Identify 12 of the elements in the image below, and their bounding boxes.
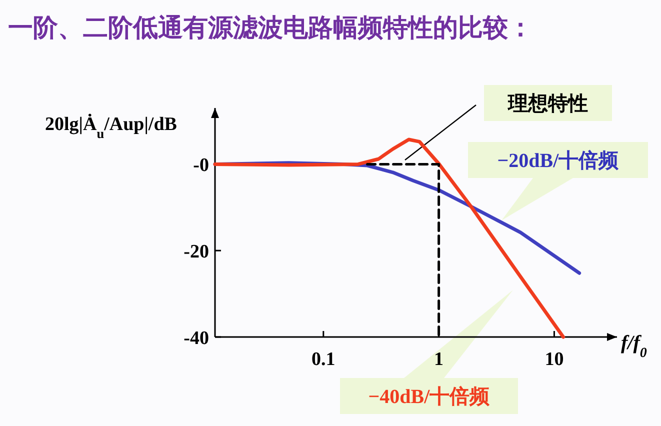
text: −40dB/十倍频 — [368, 385, 491, 408]
y-axis-title: 20lg|Ȧ$_{u}$/Aup|/dB — [45, 113, 178, 140]
annotation: 理想特性 — [507, 93, 588, 115]
annotation: −20dB/十倍频 — [497, 149, 620, 172]
y-tick-label: -0 — [193, 155, 209, 176]
x-axis-title: f/f$_{0}$ — [621, 332, 647, 360]
y-tick-label: -20 — [184, 242, 209, 263]
x-tick-label: 10 — [544, 349, 564, 370]
x-tick-label: 1 — [434, 349, 444, 370]
chart-title: 一阶、二阶低通有源滤波电路幅频特性的比较： — [8, 14, 533, 42]
x-tick-label: 0.1 — [312, 349, 336, 370]
y-tick-label: -40 — [184, 328, 209, 349]
